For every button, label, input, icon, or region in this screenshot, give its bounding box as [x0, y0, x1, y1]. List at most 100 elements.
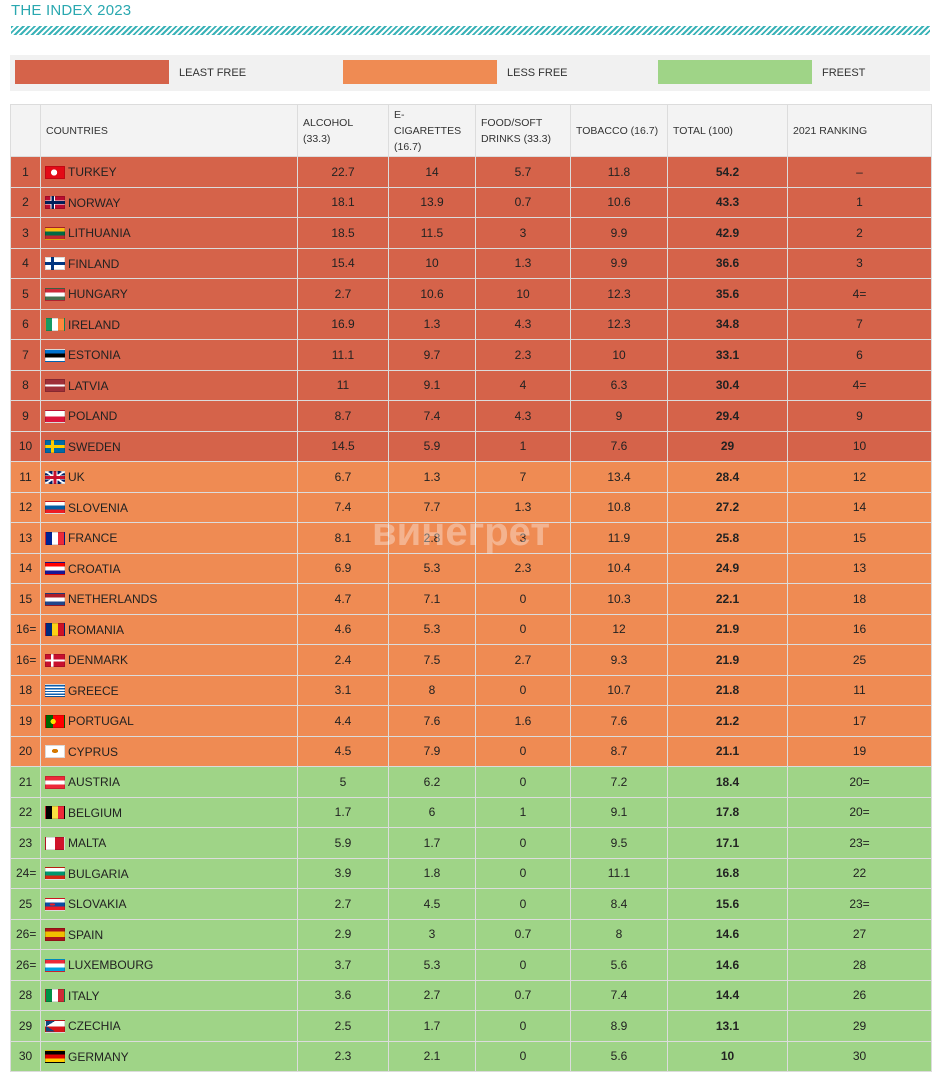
- de-flag-icon: [45, 1050, 65, 1064]
- uk-flag-icon: [45, 470, 65, 484]
- legend-swatch-less-free: [343, 60, 497, 84]
- it-flag-icon: [45, 989, 65, 1003]
- food-soft-drinks-cell: 2.3: [475, 339, 571, 371]
- alcohol-cell: 16.9: [297, 308, 389, 340]
- country-cell: IRELAND: [40, 308, 298, 340]
- e-cigarettes-cell: 3: [388, 918, 476, 950]
- country-name: LUXEMBOURG: [68, 958, 154, 973]
- nl-flag-icon: [45, 592, 65, 606]
- country-name: ESTONIA: [68, 348, 121, 363]
- table-body: 1 TURKEY 22.7 14 5.7 11.8 54.2–2 NORWAY 18.1 13.9…: [10, 156, 932, 1072]
- rank-cell: 19: [10, 705, 41, 737]
- tobacco-cell: 9.5: [570, 827, 668, 859]
- total-cell: 18.4: [667, 766, 788, 798]
- country-name: GREECE: [68, 683, 119, 698]
- rank-cell: 16=: [10, 613, 41, 645]
- be-flag-icon: [45, 806, 65, 820]
- country-name: BELGIUM: [68, 805, 123, 820]
- rank-cell: 25: [10, 888, 41, 920]
- no-flag-icon: [45, 196, 65, 210]
- table-row: 10 SWEDEN 14.5 5.9 1 7.6 29 10: [10, 430, 932, 462]
- tobacco-cell: 9: [570, 400, 668, 432]
- country-cell: CROATIA: [40, 552, 298, 584]
- tobacco-cell: 8: [570, 918, 668, 950]
- country-cell: LUXEMBOURG: [40, 949, 298, 981]
- tobacco-cell: 8.9: [570, 1010, 668, 1042]
- country-name: IRELAND: [68, 317, 121, 332]
- rank-cell: 12: [10, 491, 41, 523]
- country-cell: BULGARIA: [40, 857, 298, 889]
- rank-cell: 7: [10, 339, 41, 371]
- country-cell: BELGIUM: [40, 796, 298, 828]
- food-soft-drinks-cell: 0: [475, 583, 571, 615]
- rank-cell: 5: [10, 278, 41, 310]
- total-cell: 29: [667, 430, 788, 462]
- e-cigarettes-cell: 5.3: [388, 613, 476, 645]
- country-cell: ITALY: [40, 979, 298, 1011]
- food-soft-drinks-cell: 10: [475, 278, 571, 310]
- country-name: FRANCE: [68, 531, 118, 546]
- rank-cell: 14: [10, 552, 41, 584]
- rank-cell: 28: [10, 979, 41, 1011]
- e-cigarettes-cell: 7.9: [388, 735, 476, 767]
- total-cell: 21.2: [667, 705, 788, 737]
- food-soft-drinks-cell: 7: [475, 461, 571, 493]
- tobacco-cell: 12.3: [570, 308, 668, 340]
- country-name: SPAIN: [68, 927, 104, 942]
- e-cigarettes-cell: 10: [388, 247, 476, 279]
- table-row: 7 ESTONIA 11.1 9.7 2.3 10 33.1 6: [10, 339, 932, 371]
- rank-cell: 2: [10, 186, 41, 218]
- table-row: 25 SLOVAKIA 2.7 4.5 0 8.4 15.6 23=: [10, 888, 932, 920]
- total-cell: 34.8: [667, 308, 788, 340]
- total-cell: 27.2: [667, 491, 788, 523]
- rank-cell: 13: [10, 522, 41, 554]
- header-food-soft-drinks: FOOD/SOFT DRINKS (33.3): [475, 104, 571, 157]
- legend-label-least-free: LEAST FREE: [179, 67, 247, 79]
- total-cell: 21.9: [667, 644, 788, 676]
- header-2021-ranking: 2021 RANKING: [787, 104, 932, 157]
- rank-cell: 24=: [10, 857, 41, 889]
- total-cell: 21.1: [667, 735, 788, 767]
- tobacco-cell: 9.9: [570, 217, 668, 249]
- country-name: SWEDEN: [68, 439, 121, 454]
- country-cell: ROMANIA: [40, 613, 298, 645]
- ranking-2021-cell: –: [787, 156, 932, 188]
- table-row: 23 MALTA 5.9 1.7 0 9.5 17.1 23=: [10, 827, 932, 859]
- total-cell: 22.1: [667, 583, 788, 615]
- rank-cell: 18: [10, 674, 41, 706]
- country-cell: SPAIN: [40, 918, 298, 950]
- rank-cell: 16=: [10, 644, 41, 676]
- rank-cell: 9: [10, 400, 41, 432]
- table-row: 5 HUNGARY 2.7 10.6 10 12.3 35.6 4=: [10, 278, 932, 310]
- country-name: LATVIA: [68, 378, 109, 393]
- country-cell: AUSTRIA: [40, 766, 298, 798]
- e-cigarettes-cell: 2.8: [388, 522, 476, 554]
- rank-cell: 23: [10, 827, 41, 859]
- table-row: 28 ITALY 3.6 2.7 0.7 7.4 14.4 26: [10, 979, 932, 1011]
- table-row: 14 CROATIA 6.9 5.3 2.3 10.4 24.9 13: [10, 552, 932, 584]
- legend-label-less-free: LESS FREE: [507, 67, 568, 79]
- e-cigarettes-cell: 1.8: [388, 857, 476, 889]
- food-soft-drinks-cell: 5.7: [475, 156, 571, 188]
- ranking-2021-cell: 18: [787, 583, 932, 615]
- total-cell: 14.4: [667, 979, 788, 1011]
- legend: LEAST FREE LESS FREE FREEST: [10, 55, 930, 91]
- total-cell: 43.3: [667, 186, 788, 218]
- tobacco-cell: 11.1: [570, 857, 668, 889]
- country-name: DENMARK: [68, 653, 129, 668]
- table-row: 24= BULGARIA 3.9 1.8 0 11.1 16.8 22: [10, 857, 932, 889]
- tobacco-cell: 10.6: [570, 186, 668, 218]
- alcohol-cell: 3.9: [297, 857, 389, 889]
- alcohol-cell: 2.7: [297, 888, 389, 920]
- total-cell: 28.4: [667, 461, 788, 493]
- total-cell: 14.6: [667, 949, 788, 981]
- at-flag-icon: [45, 775, 65, 789]
- alcohol-cell: 2.3: [297, 1040, 389, 1072]
- se-flag-icon: [45, 440, 65, 454]
- ranking-2021-cell: 15: [787, 522, 932, 554]
- ranking-2021-cell: 4=: [787, 369, 932, 401]
- total-cell: 25.8: [667, 522, 788, 554]
- ranking-2021-cell: 1: [787, 186, 932, 218]
- tobacco-cell: 10.3: [570, 583, 668, 615]
- e-cigarettes-cell: 7.6: [388, 705, 476, 737]
